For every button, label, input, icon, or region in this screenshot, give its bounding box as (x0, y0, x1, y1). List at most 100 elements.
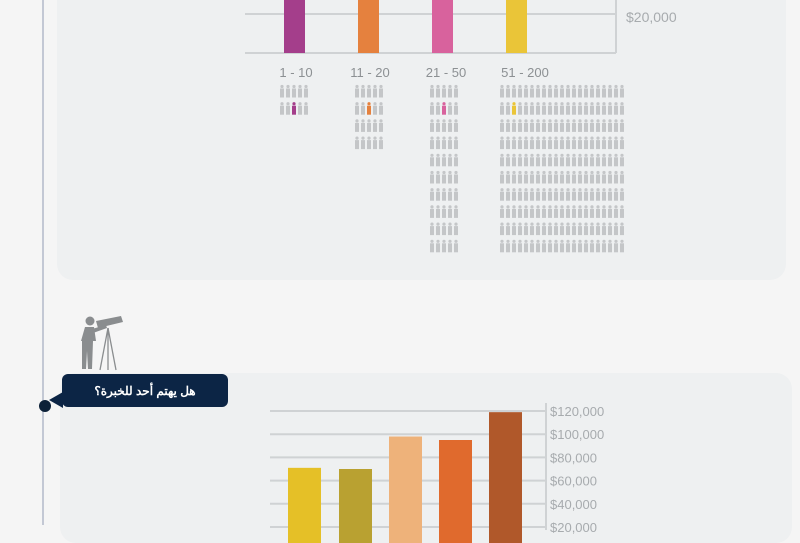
person-icon (430, 119, 434, 132)
person-icon (454, 119, 458, 132)
person-icon (280, 84, 284, 98)
person-icon (572, 205, 576, 218)
person-icon (548, 222, 552, 236)
person-icon (430, 222, 434, 236)
person-icon (590, 239, 594, 253)
person-icon (448, 119, 452, 132)
person-icon (614, 84, 618, 98)
person-icon (590, 84, 594, 98)
person-icon (590, 170, 594, 184)
person-icon (578, 136, 582, 150)
person-icon (442, 153, 446, 167)
person-icon (608, 136, 612, 150)
person-icon (536, 102, 540, 115)
person-icon (436, 188, 440, 201)
person-icon (566, 239, 570, 253)
person-icon (448, 205, 452, 218)
person-icon (590, 153, 594, 167)
person-icon (620, 239, 624, 253)
person-icon (608, 205, 612, 218)
person-icon (379, 102, 383, 115)
person-icon (554, 222, 558, 236)
person-icon (530, 102, 534, 115)
person-icon (430, 170, 434, 184)
person-icon (530, 205, 534, 218)
person-icon (560, 222, 564, 236)
person-icon (548, 239, 552, 253)
person-icon (512, 188, 516, 201)
bar (506, 0, 527, 53)
person-icon (506, 119, 510, 132)
person-icon (355, 136, 359, 150)
person-icon (500, 222, 504, 236)
person-icon (442, 170, 446, 184)
bar (339, 469, 372, 543)
person-icon (560, 153, 564, 167)
person-icon (512, 222, 516, 236)
person-icon (578, 188, 582, 201)
person-icon (430, 188, 434, 201)
person-icon (448, 188, 452, 201)
person-icon (554, 153, 558, 167)
person-icon (566, 84, 570, 98)
person-icon (554, 102, 558, 115)
person-icon (536, 170, 540, 184)
person-icon (530, 188, 534, 201)
person-icon (518, 205, 522, 218)
person-icon (430, 102, 434, 115)
person-icon (566, 188, 570, 201)
person-icon (512, 119, 516, 132)
person-icon (454, 205, 458, 218)
person-icon (578, 153, 582, 167)
person-icon (512, 84, 516, 98)
speech-bubble-tail (49, 392, 63, 408)
person-icon (584, 102, 588, 115)
person-icon (608, 119, 612, 132)
person-icon (506, 205, 510, 218)
person-icon (373, 102, 377, 115)
person-icon (436, 205, 440, 218)
person-icon (524, 119, 528, 132)
person-icon (530, 136, 534, 150)
person-icon (560, 170, 564, 184)
person-icon (436, 170, 440, 184)
person-icon (286, 84, 290, 98)
person-icon (560, 102, 564, 115)
question-bubble: هل يهتم أحد للخبرة؟ (62, 374, 228, 407)
person-icon (530, 239, 534, 253)
person-icon (454, 188, 458, 201)
person-icon (584, 170, 588, 184)
person-icon (566, 222, 570, 236)
person-icon (548, 170, 552, 184)
bar (284, 0, 305, 53)
person-icon (560, 119, 564, 132)
person-icon (602, 239, 606, 253)
timeline-dot (39, 400, 51, 412)
person-icon (292, 84, 296, 98)
bar (432, 0, 453, 53)
person-icon (530, 119, 534, 132)
person-icon (572, 188, 576, 201)
person-icon (548, 102, 552, 115)
person-icon (361, 119, 365, 132)
person-icon (572, 153, 576, 167)
person-icon (602, 119, 606, 132)
person-icon (518, 136, 522, 150)
person-icon (524, 84, 528, 98)
person-icon (596, 153, 600, 167)
bar (489, 412, 522, 543)
person-icon (367, 84, 371, 98)
person-icon (596, 205, 600, 218)
person-icon (436, 102, 440, 115)
person-icon (448, 239, 452, 253)
person-icon (614, 119, 618, 132)
person-icon (430, 239, 434, 253)
person-icon (298, 84, 302, 98)
person-icon (554, 170, 558, 184)
person-icon (590, 222, 594, 236)
person-icon (560, 84, 564, 98)
person-icon (379, 136, 383, 150)
person-icon (542, 222, 546, 236)
person-icon (566, 153, 570, 167)
person-icon (590, 119, 594, 132)
